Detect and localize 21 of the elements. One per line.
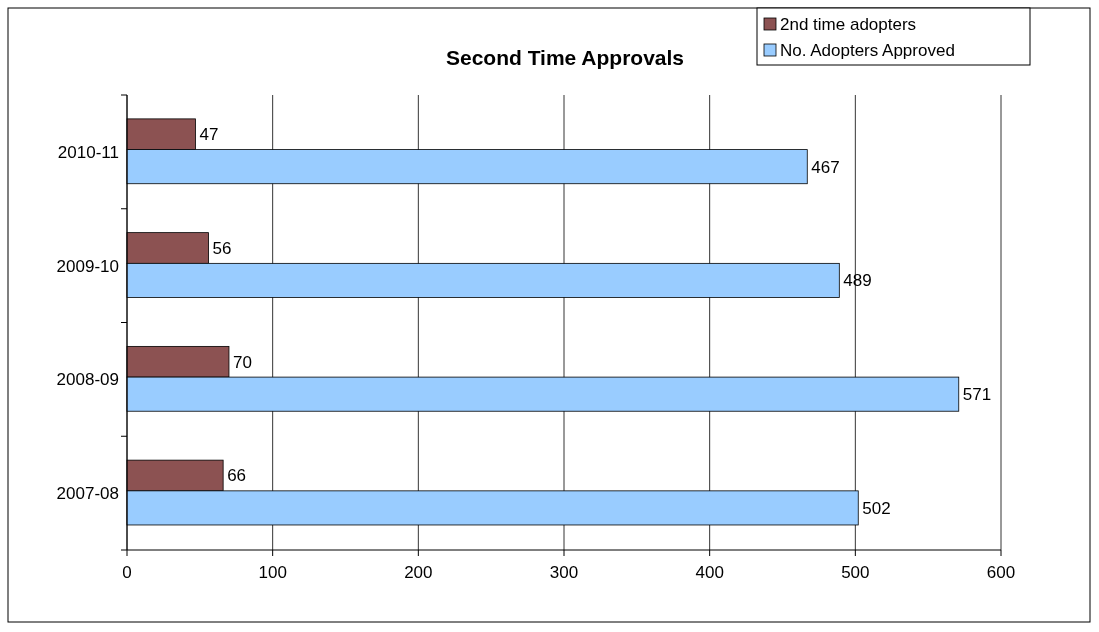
data-label: 571 [962, 385, 992, 405]
data-label: 47 [199, 125, 219, 145]
data-label: 467 [811, 157, 840, 177]
data-label: 502 [862, 498, 891, 518]
x-tick-label: 500 [841, 563, 870, 582]
x-tick-label: 600 [986, 563, 1016, 582]
y-tick-label: 2010-11 [57, 142, 119, 162]
legend-label: No. Adopters Approved [780, 41, 955, 60]
data-label: 56 [212, 238, 232, 258]
x-tick-label: 300 [549, 563, 579, 582]
data-label: 66 [227, 466, 247, 486]
y-tick-label: 2008-09 [56, 370, 119, 390]
chart-title: Second Time Approvals [445, 46, 685, 69]
x-tick-label: 0 [122, 563, 132, 582]
y-tick-label: 2009-10 [56, 256, 119, 276]
legend-label: 2nd time adopters [780, 15, 917, 34]
y-tick-label: 2007-08 [56, 484, 119, 504]
x-tick-label: 400 [695, 563, 724, 582]
data-label: 70 [232, 352, 252, 372]
x-tick-label: 100 [258, 563, 287, 582]
x-tick-label: 200 [404, 563, 433, 582]
